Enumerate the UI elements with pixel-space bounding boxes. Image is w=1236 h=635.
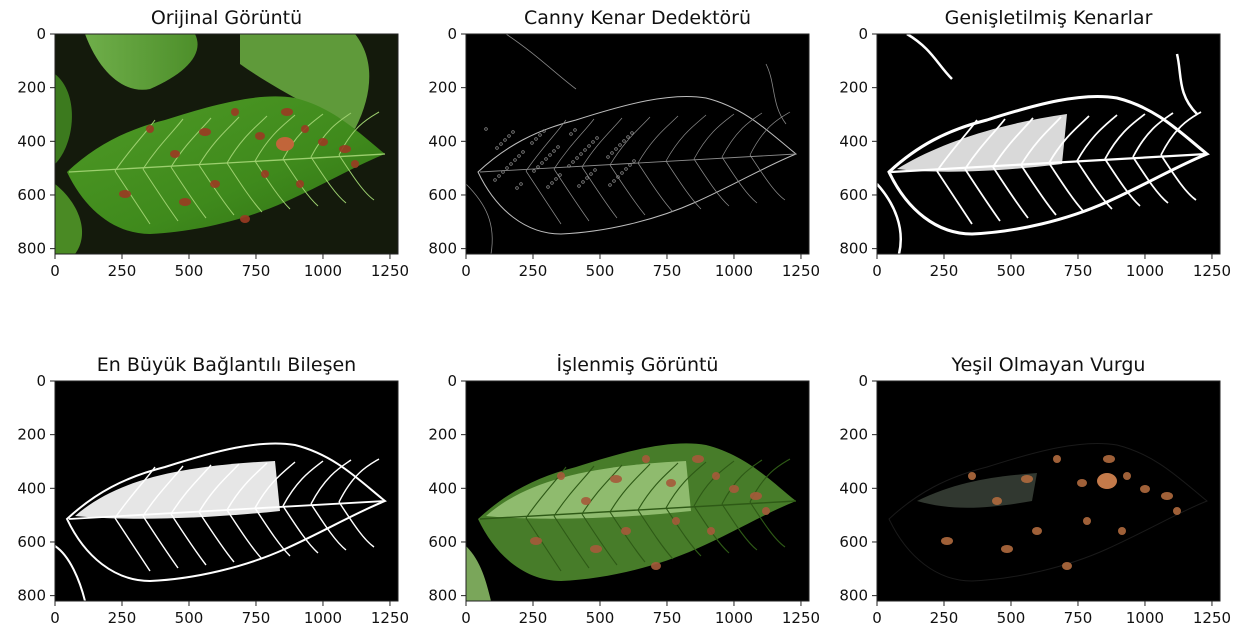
- y-tick-label: 200: [839, 426, 868, 444]
- y-tick-label: 800: [428, 240, 457, 258]
- y-tick-label: 800: [839, 240, 868, 258]
- x-tick-label: 250: [519, 609, 548, 627]
- y-tick-label: 800: [839, 587, 868, 605]
- panel-processed-image: İşlenmiş Görüntü 0 250 500 750 1000 1250 0 200 40…: [428, 353, 820, 627]
- x-tick-label: 1000: [304, 609, 342, 627]
- x-tick-label: 1000: [304, 262, 342, 280]
- y-tick-label: 600: [428, 186, 457, 204]
- largest-component-image: [54, 381, 398, 602]
- original-image-image: [55, 34, 398, 254]
- axes-frame: [465, 380, 810, 602]
- x-tick-label: 0: [50, 262, 60, 280]
- y-tick-label: 800: [17, 240, 46, 258]
- panel-title: Yeşil Olmayan Vurgu: [951, 354, 1146, 376]
- x-tick-label: 1250: [371, 262, 409, 280]
- panel-title: İşlenmiş Görüntü: [557, 353, 719, 376]
- y-tick-label: 600: [17, 186, 46, 204]
- x-tick-label: 250: [519, 262, 548, 280]
- x-tick-label: 1250: [1193, 262, 1231, 280]
- canny-edges-image: [465, 33, 809, 255]
- x-tick-label: 1250: [782, 609, 820, 627]
- x-tick-label: 1000: [715, 262, 753, 280]
- y-tick-label: 400: [428, 479, 457, 497]
- panel-original-image: Orijinal Görüntü 0 250 500 750 1000 1250 0 200 40…: [17, 7, 409, 280]
- x-tick-label: 750: [1064, 609, 1093, 627]
- y-tick-label: 200: [839, 79, 868, 97]
- x-tick-label: 750: [242, 609, 271, 627]
- panel-canny-edges: Canny Kenar Dedektörü 0 250 500 750 1000 1250 0…: [428, 7, 820, 280]
- panel-title: Orijinal Görüntü: [151, 7, 302, 29]
- y-tick-label: 800: [428, 587, 457, 605]
- y-tick-label: 200: [428, 426, 457, 444]
- y-tick-label: 800: [17, 587, 46, 605]
- x-tick-label: 1250: [371, 609, 409, 627]
- y-tick-label: 0: [36, 372, 46, 390]
- y-tick-label: 0: [858, 372, 868, 390]
- y-tick-label: 200: [17, 79, 46, 97]
- y-tick-label: 400: [839, 479, 868, 497]
- panel-title: Genişletilmiş Kenarlar: [945, 7, 1153, 29]
- axes-frame: [876, 380, 1221, 602]
- y-tick-label: 400: [839, 132, 868, 150]
- panel-dilated-edges: Genişletilmiş Kenarlar 0 250 500 750 1000 1250…: [839, 7, 1231, 280]
- x-tick-label: 1000: [1126, 609, 1164, 627]
- x-tick-label: 1250: [782, 262, 820, 280]
- axes-frame: [876, 33, 1221, 255]
- panel-title: Canny Kenar Dedektörü: [524, 7, 751, 29]
- y-tick-label: 0: [447, 25, 457, 43]
- y-tick-label: 400: [17, 479, 46, 497]
- panel-non-green-highlight: Yeşil Olmayan Vurgu 0 250 500 750 1000 1250 0 20…: [839, 354, 1231, 627]
- y-tick-label: 600: [428, 533, 457, 551]
- x-tick-label: 500: [997, 262, 1026, 280]
- axes-frame: [54, 33, 399, 255]
- x-tick-label: 1000: [715, 609, 753, 627]
- y-tick-label: 200: [17, 426, 46, 444]
- x-tick-label: 750: [1064, 262, 1093, 280]
- y-tick-label: 600: [17, 533, 46, 551]
- x-tick-label: 750: [242, 262, 271, 280]
- x-tick-label: 250: [108, 609, 137, 627]
- x-tick-label: 250: [930, 262, 959, 280]
- panel-largest-component: En Büyük Bağlantılı Bileşen 0 250 500 750 100…: [17, 354, 409, 627]
- x-tick-label: 1250: [1193, 609, 1231, 627]
- x-tick-label: 500: [997, 609, 1026, 627]
- y-tick-label: 200: [428, 79, 457, 97]
- axes-frame: [54, 380, 399, 602]
- y-tick-label: 400: [17, 132, 46, 150]
- processed-image-image: [466, 381, 809, 601]
- x-tick-label: 250: [930, 609, 959, 627]
- x-tick-label: 750: [653, 262, 682, 280]
- x-tick-label: 1000: [1126, 262, 1164, 280]
- y-tick-label: 0: [36, 25, 46, 43]
- x-tick-label: 0: [461, 609, 471, 627]
- x-tick-label: 500: [586, 262, 615, 280]
- x-tick-label: 500: [586, 609, 615, 627]
- axes-frame: [465, 33, 810, 255]
- x-tick-label: 0: [872, 262, 882, 280]
- dilated-edges-image: [876, 32, 1220, 255]
- x-tick-label: 0: [461, 262, 471, 280]
- x-tick-label: 750: [653, 609, 682, 627]
- x-tick-label: 500: [175, 609, 204, 627]
- x-tick-label: 250: [108, 262, 137, 280]
- y-tick-label: 0: [447, 372, 457, 390]
- panel-title: En Büyük Bağlantılı Bileşen: [97, 354, 356, 376]
- x-tick-label: 0: [872, 609, 882, 627]
- y-tick-label: 400: [428, 132, 457, 150]
- y-tick-label: 600: [839, 533, 868, 551]
- x-tick-label: 500: [175, 262, 204, 280]
- x-tick-label: 0: [50, 609, 60, 627]
- non-green-highlight-image: [877, 381, 1220, 601]
- y-tick-label: 0: [858, 25, 868, 43]
- y-tick-label: 600: [839, 186, 868, 204]
